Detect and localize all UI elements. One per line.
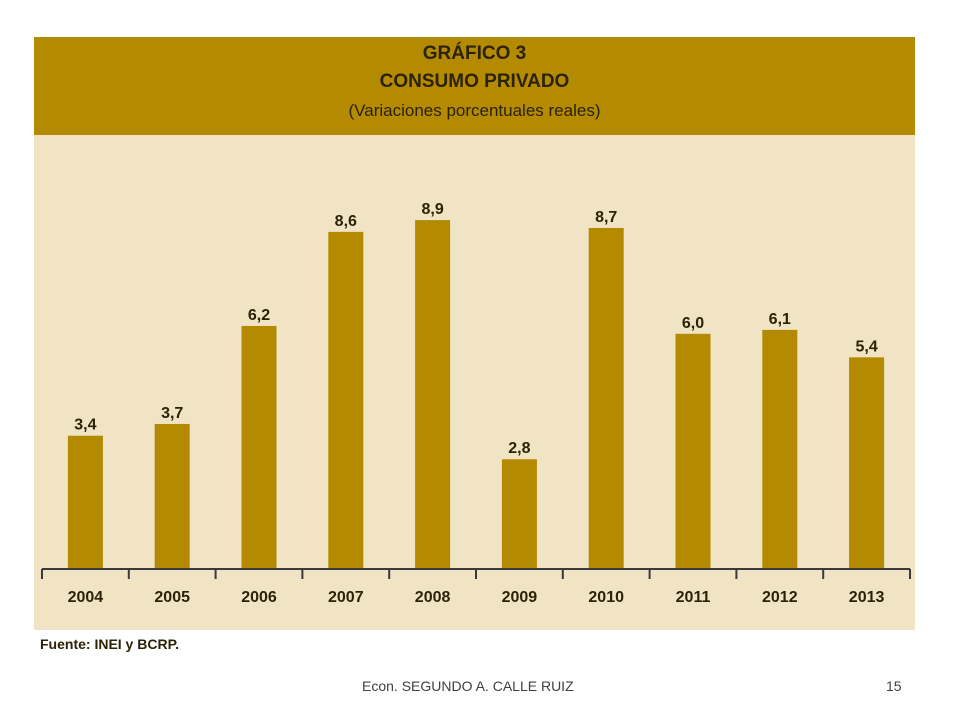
bar-chart-plot: 3,4 2004 3,7 2005 6,2 2006 8,6 2007 8,9 2008 2,8 20… [41, 201, 911, 606]
bar [501, 459, 537, 569]
data-label: 2,8 [508, 440, 530, 457]
bar [849, 357, 885, 569]
chart-header: GRÁFICO 3 CONSUMO PRIVADO (Variaciones p… [34, 37, 915, 135]
x-tick-label: 2012 [762, 589, 798, 606]
data-label: 8,6 [335, 213, 357, 230]
data-label: 5,4 [855, 338, 877, 355]
data-label: 6,2 [248, 307, 270, 324]
page-number: 15 [886, 678, 902, 694]
chart-note: (Variaciones porcentuales reales) [348, 101, 601, 120]
bar [241, 325, 277, 569]
chart-figure: GRÁFICO 3 CONSUMO PRIVADO (Variaciones p… [34, 37, 915, 630]
slide-footer: Econ. SEGUNDO A. CALLE RUIZ [362, 678, 574, 694]
chart-source: Fuente: INEI y BCRP. [40, 636, 179, 652]
x-tick-label: 2007 [328, 589, 364, 606]
chart-title: GRÁFICO 3 [422, 43, 527, 64]
bar [154, 423, 190, 569]
data-label: 6,1 [769, 311, 791, 328]
data-label: 3,4 [74, 417, 96, 434]
x-tick-label: 2011 [676, 589, 711, 606]
x-tick-label: 2008 [415, 589, 451, 606]
x-tick-label: 2005 [154, 589, 190, 606]
bar [588, 227, 624, 569]
chart-subtitle: CONSUMO PRIVADO [379, 71, 570, 92]
data-label: 8,9 [421, 201, 443, 218]
bar [415, 220, 451, 569]
x-tick-label: 2009 [502, 589, 538, 606]
x-tick-label: 2010 [588, 589, 624, 606]
bar [328, 231, 364, 569]
data-label: 8,7 [595, 209, 617, 226]
bar [675, 333, 711, 569]
bar [67, 435, 103, 569]
x-tick-label: 2013 [849, 589, 885, 606]
bar [762, 329, 798, 569]
x-tick-label: 2006 [241, 589, 277, 606]
data-label: 3,7 [161, 405, 183, 422]
data-label: 6,0 [682, 315, 704, 332]
x-tick-label: 2004 [68, 589, 104, 606]
